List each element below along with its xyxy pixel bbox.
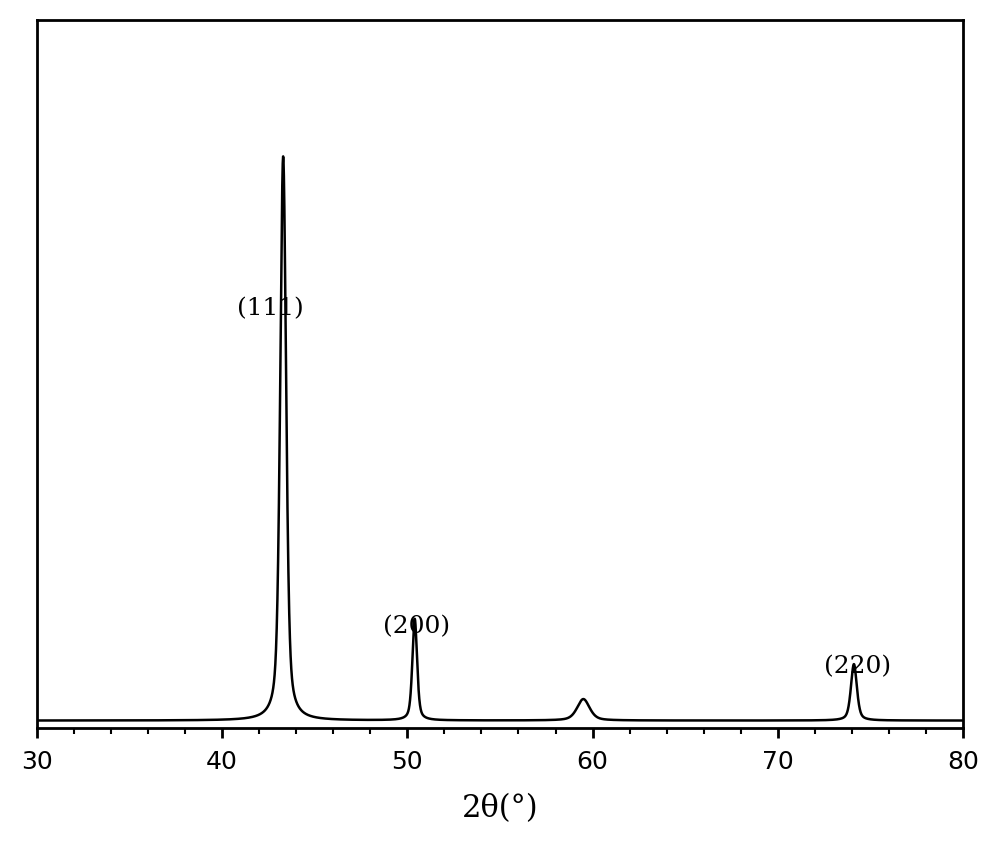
Text: (220): (220) [824, 654, 891, 677]
Text: (111): (111) [237, 296, 304, 320]
X-axis label: 2θ(°): 2θ(°) [462, 793, 538, 823]
Text: (200): (200) [383, 615, 450, 638]
